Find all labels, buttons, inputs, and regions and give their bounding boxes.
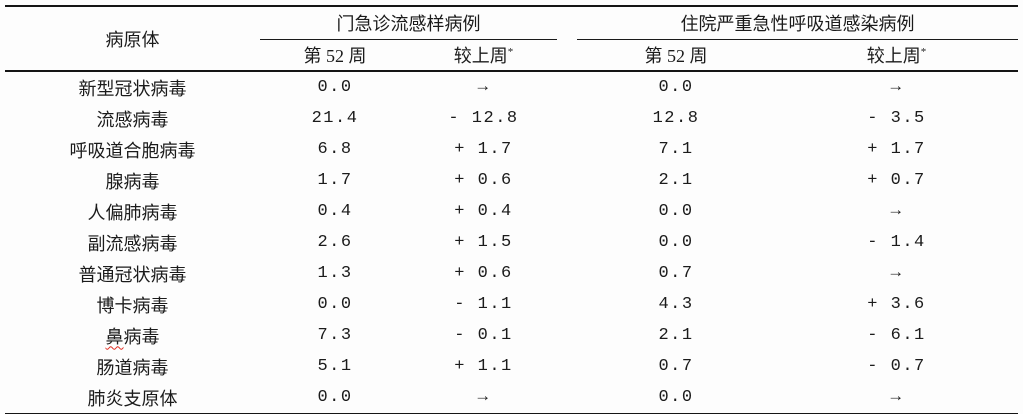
ili-week52-cell: 21.4: [311, 109, 359, 128]
sari-week52-cell: 7.1: [658, 140, 694, 159]
sari-change-cell: - 6.1: [867, 326, 926, 345]
column-gap: [557, 165, 577, 196]
table-row: 博卡病毒 0.0 - 1.1 4.3 + 3.6: [5, 289, 1018, 320]
column-header-pathogen: 病原体: [5, 6, 260, 72]
sari-change-cell: + 3.6: [867, 295, 926, 314]
sari-week52-cell: 0.0: [658, 388, 694, 407]
table-row: 新型冠状病毒 0.0 → 0.0 →: [5, 71, 1018, 103]
ili-week52-cell: 5.1: [317, 357, 353, 376]
column-gap: [557, 103, 577, 134]
subheader-label: 较上周: [866, 46, 921, 66]
ili-change-cell: →: [477, 78, 490, 97]
sari-week52-cell: 2.1: [658, 171, 694, 190]
pathogen-cell: 肠道病毒: [96, 357, 169, 378]
sari-change-cell: - 0.7: [867, 357, 926, 376]
sari-week52-cell: 2.1: [658, 326, 694, 345]
pathogen-surveillance-table: 病原体 门急诊流感样病例 住院严重急性呼吸道感染病例 第 52 周 较上周* 第…: [5, 5, 1018, 414]
sari-change-cell: - 3.5: [867, 109, 926, 128]
subheader-label: 第 52 周: [644, 46, 708, 66]
pathogen-cell: 普通冠状病毒: [78, 264, 187, 285]
asterisk-footnote-marker: *: [920, 46, 927, 58]
asterisk-footnote-marker: *: [507, 46, 514, 58]
table-row: 鼻病毒 7.3 - 0.1 2.1 - 6.1: [5, 320, 1018, 351]
ili-change-cell: + 1.1: [454, 357, 513, 376]
subheader-sari-week52: 第 52 周: [577, 39, 775, 72]
ili-change-cell: + 0.4: [454, 202, 513, 221]
pathogen-cell: 博卡病毒: [96, 295, 169, 316]
ili-week52-cell: 0.0: [317, 295, 353, 314]
table-row: 呼吸道合胞病毒 6.8 + 1.7 7.1 + 1.7: [5, 134, 1018, 165]
table-row: 副流感病毒 2.6 + 1.5 0.0 - 1.4: [5, 227, 1018, 258]
ili-week52-cell: 1.3: [317, 264, 353, 283]
pathogen-cell: 腺病毒: [105, 171, 160, 192]
subheader-ili-change: 较上周*: [410, 39, 557, 72]
table-row: 肺炎支原体 0.0 → 0.0 →: [5, 382, 1018, 414]
column-gap: [557, 6, 577, 72]
pathogen-cell: 流感病毒: [96, 109, 169, 130]
column-gap: [557, 134, 577, 165]
table-row: 腺病毒 1.7 + 0.6 2.1 + 0.7: [5, 165, 1018, 196]
ili-week52-cell: 1.7: [317, 171, 353, 190]
column-gap: [557, 351, 577, 382]
pathogen-cell: 鼻病毒: [105, 326, 160, 347]
column-gap: [557, 227, 577, 258]
sari-week52-cell: 0.7: [658, 264, 694, 283]
pathogen-cell: 副流感病毒: [87, 233, 178, 254]
ili-week52-cell: 6.8: [317, 140, 353, 159]
subheader-row: 第 52 周 较上周* 第 52 周 较上周*: [5, 39, 1018, 72]
sari-change-cell: + 1.7: [867, 140, 926, 159]
sari-week52-cell: 12.8: [652, 109, 700, 128]
ili-change-cell: + 1.7: [454, 140, 513, 159]
pathogen-cell: 人偏肺病毒: [87, 202, 178, 223]
pathogen-cell: 呼吸道合胞病毒: [69, 140, 196, 161]
table-row: 流感病毒 21.4 - 12.8 12.8 - 3.5: [5, 103, 1018, 134]
spellcheck-underline: 鼻: [105, 326, 124, 347]
group-header-row: 病原体 门急诊流感样病例 住院严重急性呼吸道感染病例: [5, 6, 1018, 72]
sari-week52-cell: 0.0: [658, 78, 694, 97]
ili-week52-cell: 0.0: [317, 78, 353, 97]
subheader-sari-change: 较上周*: [775, 39, 1018, 72]
ili-change-cell: - 1.1: [454, 295, 513, 314]
table-row: 肠道病毒 5.1 + 1.1 0.7 - 0.7: [5, 351, 1018, 382]
sari-change-cell: - 1.4: [867, 233, 926, 252]
subheader-label: 第 52 周: [303, 46, 367, 66]
ili-change-cell: + 1.5: [454, 233, 513, 252]
sari-change-cell: + 0.7: [867, 171, 926, 190]
ili-week52-cell: 0.0: [317, 388, 353, 407]
column-gap: [557, 382, 577, 414]
group-header-outpatient-ili-cases: 门急诊流感样病例: [260, 6, 557, 40]
column-gap: [557, 320, 577, 351]
table-row: 人偏肺病毒 0.4 + 0.4 0.0 →: [5, 196, 1018, 227]
column-gap: [557, 71, 577, 103]
ili-change-cell: + 0.6: [454, 264, 513, 283]
ili-week52-cell: 0.4: [317, 202, 353, 221]
column-gap: [557, 289, 577, 320]
sari-change-cell: →: [890, 202, 903, 221]
group-header-hospitalized-sari-cases: 住院严重急性呼吸道感染病例: [577, 6, 1018, 40]
ili-change-cell: - 0.1: [454, 326, 513, 345]
ili-week52-cell: 7.3: [317, 326, 353, 345]
sari-week52-cell: 0.7: [658, 357, 694, 376]
pathogen-cell: 新型冠状病毒: [78, 78, 187, 99]
table-row: 普通冠状病毒 1.3 + 0.6 0.7 →: [5, 258, 1018, 289]
subheader-ili-week52: 第 52 周: [260, 39, 410, 72]
ili-change-cell: →: [477, 388, 490, 407]
sari-week52-cell: 4.3: [658, 295, 694, 314]
sari-change-cell: →: [890, 388, 903, 407]
pathogen-cell: 肺炎支原体: [87, 388, 178, 409]
sari-week52-cell: 0.0: [658, 202, 694, 221]
sari-week52-cell: 0.0: [658, 233, 694, 252]
ili-change-cell: + 0.6: [454, 171, 513, 190]
ili-week52-cell: 2.6: [317, 233, 353, 252]
ili-change-cell: - 12.8: [448, 109, 519, 128]
sari-change-cell: →: [890, 264, 903, 283]
sari-change-cell: →: [890, 78, 903, 97]
column-gap: [557, 196, 577, 227]
subheader-label: 较上周: [453, 46, 508, 66]
column-gap: [557, 258, 577, 289]
